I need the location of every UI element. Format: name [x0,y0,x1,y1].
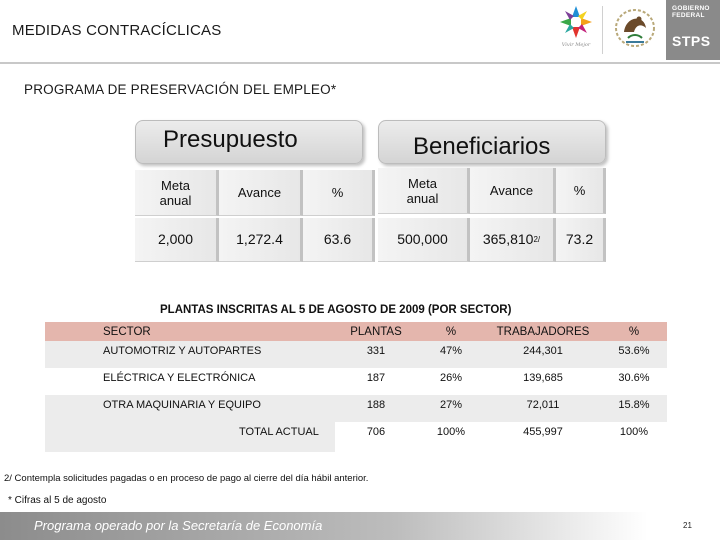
vivir-mejor-logo-icon [560,6,592,38]
row-trabajadores: 244,301 [485,341,601,368]
header-divider [0,62,720,64]
beneficiarios-header-pct: % [556,168,606,214]
table-row: ELÉCTRICA Y ELECTRÓNICA 187 26% 139,685 … [45,368,667,395]
beneficiarios-value-avance: 365,810 2/ [470,218,556,262]
row-sector: ELÉCTRICA Y ELECTRÓNICA [45,368,335,395]
row-trabajadores: 139,685 [485,368,601,395]
footnote-marker: 2/ [533,235,541,244]
total-trabajadores: 455,997 [485,422,601,452]
row-plantas: 188 [335,395,417,422]
col-sector: SECTOR [45,322,335,341]
col-plantas-pct: % [417,322,485,341]
footer-text: Programa operado por la Secretaría de Ec… [34,518,323,533]
stps-label: STPS [672,33,711,49]
gobierno-line: GOBIERNO [672,5,710,12]
row-trabajadores: 72,011 [485,395,601,422]
row-plantas-pct: 27% [417,395,485,422]
beneficiarios-avance-number: 365,810 [482,231,534,247]
beneficiarios-header-meta: Meta anual [378,168,470,214]
table-row: OTRA MAQUINARIA Y EQUIPO 188 27% 72,011 … [45,395,667,422]
presupuesto-header-avance: Avance [219,170,303,216]
total-label: TOTAL ACTUAL [45,422,335,452]
beneficiarios-header-avance: Avance [470,168,556,214]
presupuesto-header-meta: Meta anual [135,170,219,216]
presupuesto-title: Presupuesto [163,126,298,153]
presupuesto-value-pct: 63.6 [303,218,375,262]
col-plantas: PLANTAS [335,322,417,341]
table-row: AUTOMOTRIZ Y AUTOPARTES 331 47% 244,301 … [45,341,667,368]
presupuesto-value-meta: 2,000 [135,218,219,262]
total-plantas: 706 [335,422,417,452]
row-trabajadores-pct: 53.6% [601,341,667,368]
row-plantas-pct: 47% [417,341,485,368]
table-total-row: TOTAL ACTUAL 706 100% 455,997 100% [45,422,667,452]
plantas-caption: PLANTAS INSCRITAS AL 5 DE AGOSTO DE 2009… [160,304,512,316]
national-coat-of-arms-icon [615,9,655,47]
col-trabajadores-pct: % [601,322,667,341]
row-sector: OTRA MAQUINARIA Y EQUIPO [45,395,335,422]
table-header-row: SECTOR PLANTAS % TRABAJADORES % [45,322,667,341]
beneficiarios-panel [378,120,606,164]
vivir-mejor-caption: Vivir Mejor [561,42,591,48]
row-trabajadores-pct: 15.8% [601,395,667,422]
row-plantas: 331 [335,341,417,368]
col-trabajadores: TRABAJADORES [485,322,601,341]
gobierno-federal-text: GOBIERNO FEDERAL [672,5,710,19]
beneficiarios-value-pct: 73.2 [556,218,606,262]
row-sector: AUTOMOTRIZ Y AUTOPARTES [45,341,335,368]
presupuesto-header-pct: % [303,170,375,216]
presupuesto-value-avance: 1,272.4 [219,218,303,262]
logo-separator [602,6,603,54]
beneficiarios-title: Beneficiarios [413,133,551,160]
total-trabajadores-pct: 100% [601,422,667,452]
page-number: 21 [683,521,692,530]
row-trabajadores-pct: 30.6% [601,368,667,395]
slide-title: MEDIDAS CONTRACÍCLICAS [12,22,222,39]
section-title: PROGRAMA DE PRESERVACIÓN DEL EMPLEO* [24,82,337,97]
header-bar [0,0,720,62]
plantas-table: SECTOR PLANTAS % TRABAJADORES % AUTOMOTR… [45,322,667,452]
presupuesto-panel [135,120,363,164]
beneficiarios-value-meta: 500,000 [378,218,470,262]
footnote-2: 2/ Contempla solicitudes pagadas o en pr… [4,473,369,484]
footer-bar [0,512,720,540]
row-plantas-pct: 26% [417,368,485,395]
total-plantas-pct: 100% [417,422,485,452]
row-plantas: 187 [335,368,417,395]
gobierno-federal-logo [666,0,720,60]
federal-line: FEDERAL [672,12,705,19]
footnote-asterisk: * Cifras al 5 de agosto [8,495,107,506]
